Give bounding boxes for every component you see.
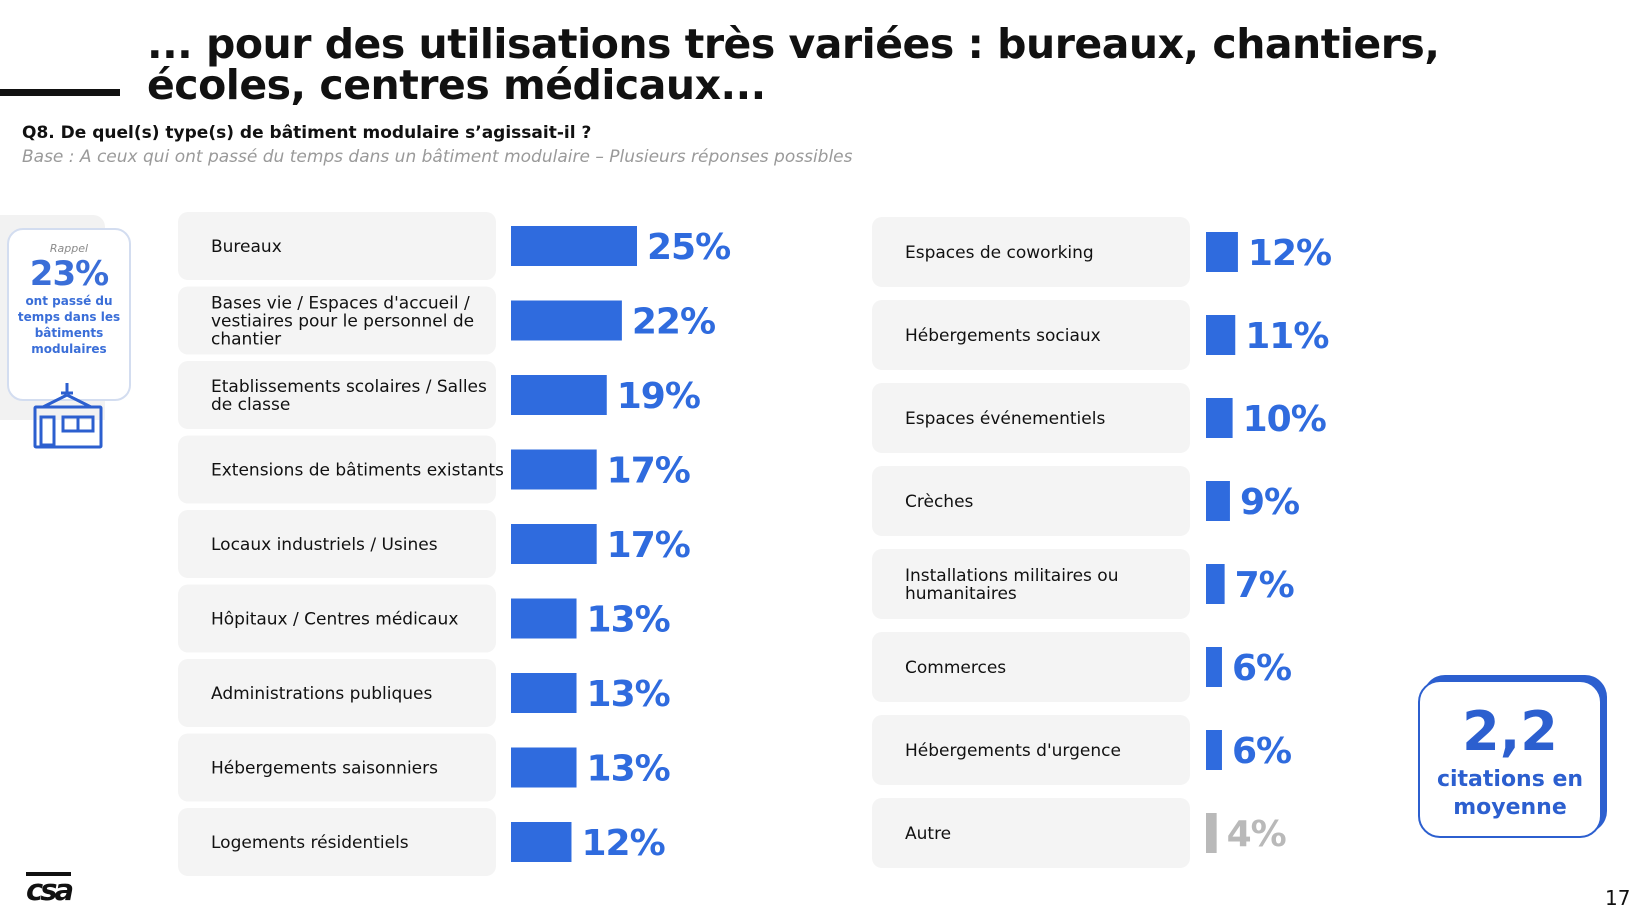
bar — [511, 747, 577, 788]
data-label: 13% — [587, 674, 670, 715]
average-citations-box: 2,2 citations en moyenne — [1418, 680, 1602, 838]
category-panel — [872, 549, 1190, 619]
category-panel — [178, 584, 496, 653]
category-panel — [178, 808, 496, 876]
bar — [511, 375, 607, 415]
category-panel — [178, 510, 496, 578]
category-label: Hébergements d'urgence — [905, 741, 1121, 761]
category-label: Autre — [905, 824, 951, 844]
category-label: Bases vie / Espaces d'accueil / vestiaire… — [211, 294, 474, 350]
category-label: Locaux industriels / Usines — [211, 535, 438, 555]
bar — [1206, 564, 1225, 604]
bar — [511, 524, 597, 564]
category-label: Hébergements sociaux — [905, 326, 1101, 346]
category-label: Hébergements saisonniers — [211, 759, 438, 779]
category-label: Extensions de bâtiments existants — [211, 461, 504, 481]
category-label: Espaces événementiels — [905, 409, 1105, 429]
category-label: Espaces de coworking — [905, 243, 1094, 263]
bar — [511, 449, 597, 490]
modular-building-icon — [33, 383, 103, 449]
bar — [511, 822, 572, 862]
data-label: 6% — [1232, 731, 1291, 772]
bar — [1206, 481, 1230, 521]
category-panel — [872, 217, 1190, 287]
bar — [1206, 647, 1222, 687]
bar — [1206, 813, 1217, 853]
bar — [511, 300, 622, 341]
bar — [1206, 232, 1238, 272]
page-title: ... pour des utilisations très variées :… — [147, 20, 1440, 109]
category-panel — [178, 212, 496, 280]
bar — [511, 673, 577, 713]
rappel-label: Rappel — [49, 242, 89, 255]
rappel-text: ont passé du temps dans les bâtiments mo… — [17, 294, 121, 356]
bar — [1206, 398, 1233, 438]
title-accent-bar — [0, 89, 120, 96]
data-label: 17% — [607, 451, 690, 492]
bar — [511, 226, 637, 266]
category-panel — [178, 435, 496, 504]
category-panel — [178, 733, 496, 802]
category-panel — [872, 466, 1190, 536]
average-label: citations en moyenne — [1436, 767, 1584, 820]
rappel-card: Rappel 23% ont passé du temps dans les b… — [7, 228, 131, 401]
question-text: Q8. De quel(s) type(s) de bâtiment modul… — [22, 123, 592, 143]
category-label: Crèches — [905, 492, 974, 512]
data-label: 12% — [1248, 233, 1331, 274]
category-panel — [872, 632, 1190, 702]
category-label: Hôpitaux / Centres médicaux — [211, 610, 458, 630]
data-label: 12% — [581, 823, 664, 864]
category-label: Bureaux — [211, 237, 282, 257]
category-panel — [178, 659, 496, 727]
data-label: 19% — [617, 376, 700, 417]
category-label: Etablissements scolaires / Salles de clas… — [211, 377, 487, 415]
category-label: Commerces — [905, 658, 1006, 678]
bar — [1206, 730, 1222, 770]
bar — [1206, 315, 1236, 355]
category-label: Logements résidentiels — [211, 833, 409, 853]
data-label: 7% — [1235, 565, 1294, 606]
average-value: 2,2 — [1462, 700, 1558, 763]
data-label: 6% — [1232, 648, 1291, 689]
data-label: 25% — [647, 227, 730, 268]
data-label: 13% — [587, 749, 670, 790]
base-note: Base : A ceux qui ont passé du temps dan… — [22, 147, 853, 167]
data-label: 9% — [1240, 482, 1299, 523]
data-label: 11% — [1245, 316, 1328, 357]
category-panel — [872, 798, 1190, 868]
data-label: 10% — [1243, 399, 1326, 440]
category-panel — [872, 383, 1190, 453]
data-label: 22% — [632, 302, 715, 343]
category-panel — [178, 361, 496, 429]
rappel-value: 23% — [29, 254, 109, 294]
csa-logo: csa — [26, 872, 74, 907]
data-label: 17% — [607, 525, 690, 566]
category-label: Installations militaires ou humanitaires — [905, 566, 1118, 604]
data-label: 4% — [1227, 814, 1286, 855]
category-label: Administrations publiques — [211, 684, 432, 704]
category-panel — [872, 715, 1190, 785]
data-label: 13% — [587, 600, 670, 641]
category-panel — [872, 300, 1190, 370]
bar — [511, 598, 577, 639]
category-panel — [178, 286, 496, 355]
page-number: 17 — [1605, 886, 1631, 910]
